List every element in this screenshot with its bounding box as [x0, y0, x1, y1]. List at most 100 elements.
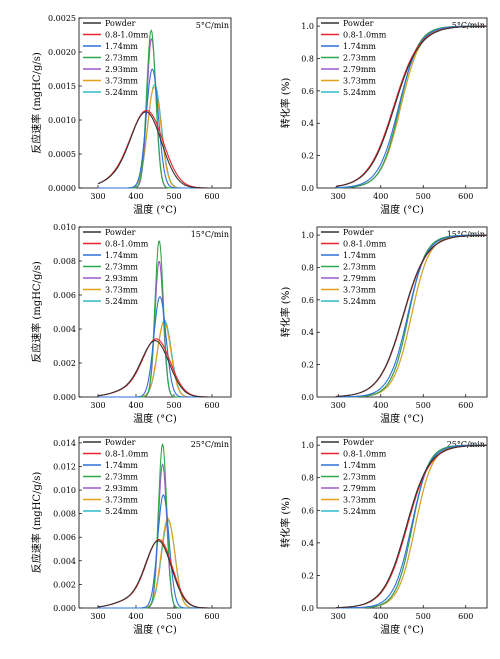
legend-label: 2.73mm — [343, 54, 376, 63]
y-tick-label: 0.002 — [53, 359, 76, 368]
legend-label: 5.24mm — [343, 88, 376, 97]
legend-label: 2.73mm — [105, 54, 138, 63]
series-line-0-8-1-0mm — [97, 338, 231, 398]
legend-label: 3.73mm — [343, 286, 376, 295]
heating-rate-annotation: 15°C/min — [191, 230, 229, 239]
legend-label: 0.8-1.0mm — [105, 31, 149, 40]
y-tick-label: 0.0020 — [48, 48, 76, 57]
plot-frame — [316, 17, 488, 189]
y-tick-label: 0.0 — [301, 184, 314, 193]
y-tick-label: 1.0 — [301, 441, 314, 450]
legend-label: 5.24mm — [343, 297, 376, 306]
heating-rate-annotation: 25°C/min — [191, 440, 229, 449]
legend-label: 2.79mm — [343, 65, 376, 74]
legend-label: 1.74mm — [105, 461, 138, 470]
plot-frame — [78, 17, 232, 189]
x-axis-label: 温度 (°C) — [380, 412, 424, 425]
y-tick-label: 0.010 — [53, 486, 76, 495]
y-tick-label: 0.002 — [53, 580, 76, 589]
heating-rate-annotation: 15°C/min — [447, 230, 485, 239]
legend-label: 1.74mm — [343, 251, 376, 260]
legend-label: 2.73mm — [105, 263, 138, 272]
legend-label: 2.73mm — [343, 263, 376, 272]
x-tick-label: 300 — [331, 401, 346, 410]
x-tick-label: 300 — [331, 192, 346, 201]
panel-conv-25: 300 400 500 600 0.0 0.2 0.4 0.6 0.8 1.0 温度 (°C) 转化率… — [279, 436, 488, 636]
legend-label: 5.24mm — [343, 507, 376, 516]
series-line-5-24mm — [98, 520, 231, 609]
legend-label: 2.79mm — [343, 274, 376, 283]
x-tick-label: 400 — [128, 401, 143, 410]
x-tick-label: 500 — [416, 612, 431, 621]
y-tick-label: 0.6 — [301, 296, 314, 305]
y-tick-label: 0.0010 — [48, 116, 76, 125]
heating-rate-annotation: 25°C/min — [447, 440, 485, 449]
panel-rate-25: 300 400 500 600 0.000 0.002 0.004 0.006 0.008 0.0… — [30, 436, 232, 636]
legend-label: 0.8-1.0mm — [105, 240, 149, 249]
y-tick-label: 0.008 — [53, 510, 76, 519]
y-tick-label: 0.6 — [301, 87, 314, 96]
y-tick-label: 0.004 — [53, 557, 76, 566]
series-line-powder — [97, 540, 231, 609]
y-tick-label: 0.006 — [53, 533, 76, 542]
x-tick-label: 300 — [90, 401, 105, 410]
heating-rate-annotation: 5°C/min — [196, 21, 229, 30]
y-axis-label: 反应速率 (mgHC/g/s) — [30, 261, 43, 363]
legend-label: 1.74mm — [105, 42, 138, 51]
y-tick-label: 0.0015 — [48, 82, 76, 91]
x-tick-label: 600 — [458, 612, 473, 621]
y-tick-label: 0.0 — [301, 393, 314, 402]
panel-rate-5: 300 400 500 600 0.0000 0.0005 0.0010 0.0015 0.00… — [30, 14, 232, 216]
series-line-powder — [317, 25, 487, 189]
legend-label: 3.73mm — [105, 77, 138, 86]
series-line-powder — [317, 444, 487, 609]
x-tick-label: 500 — [166, 192, 181, 201]
x-tick-label: 600 — [204, 192, 219, 201]
series-line-0-8-1-0mm — [97, 538, 231, 609]
legend-label: 3.73mm — [105, 286, 138, 295]
x-axis-label: 温度 (°C) — [133, 203, 177, 216]
plot-frame — [78, 226, 232, 398]
legend-label: Powder — [343, 228, 374, 237]
x-tick-label: 300 — [331, 612, 346, 621]
x-tick-label: 500 — [416, 192, 431, 201]
legend-label: 0.8-1.0mm — [343, 450, 387, 459]
x-tick-label: 600 — [458, 401, 473, 410]
x-tick-label: 300 — [90, 612, 105, 621]
legend-label: Powder — [343, 438, 374, 447]
y-tick-label: 0.012 — [53, 462, 76, 471]
y-tick-label: 1.0 — [301, 231, 314, 240]
legend-label: 2.93mm — [105, 484, 138, 493]
y-tick-label: 0.0005 — [48, 150, 76, 159]
y-tick-label: 0.8 — [301, 263, 314, 272]
x-tick-label: 400 — [128, 192, 143, 201]
x-tick-label: 500 — [166, 401, 181, 410]
x-tick-label: 600 — [204, 612, 219, 621]
legend-label: 3.73mm — [343, 77, 376, 86]
y-axis-label: 转化率 (%) — [279, 497, 292, 548]
series-line-powder — [317, 234, 487, 398]
y-tick-label: 0.004 — [53, 325, 76, 334]
legend: Powder 0.8-1.0mm 1.74mm 2.73mm 2.93mm 3.73mm 5… — [83, 438, 149, 516]
x-axis-label: 温度 (°C) — [380, 203, 424, 216]
series-line-powder — [97, 340, 231, 398]
legend: Powder 0.8-1.0mm 1.74mm 2.73mm 2.79mm 3.73mm 5… — [321, 228, 387, 306]
series-line-1-74mm — [317, 444, 487, 609]
series-line-1-74mm — [317, 234, 487, 398]
legend-label: Powder — [105, 438, 136, 447]
y-axis-label: 反应速率 (mgHC/g/s) — [30, 52, 43, 154]
legend-label: Powder — [343, 19, 374, 28]
legend-label: 5.24mm — [105, 88, 138, 97]
plot-frame — [78, 436, 232, 609]
legend-label: Powder — [105, 19, 136, 28]
y-axis-label: 反应速率 (mgHC/g/s) — [30, 472, 43, 574]
y-tick-label: 0.4 — [301, 328, 314, 337]
y-tick-label: 0.4 — [301, 119, 314, 128]
y-tick-label: 0.0025 — [48, 14, 76, 23]
series-line-powder — [97, 111, 231, 189]
x-axis-label: 温度 (°C) — [133, 412, 177, 425]
x-tick-label: 400 — [373, 401, 388, 410]
legend: Powder 0.8-1.0mm 1.74mm 2.73mm 2.79mm 3.73mm 5… — [321, 19, 387, 97]
x-tick-label: 400 — [128, 612, 143, 621]
y-tick-label: 0.2 — [301, 571, 314, 580]
